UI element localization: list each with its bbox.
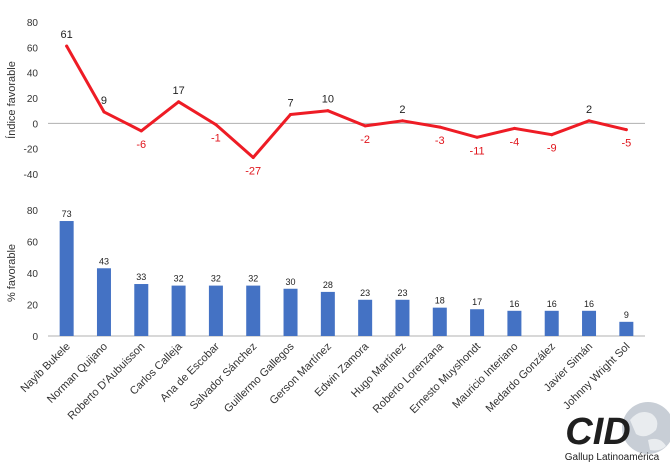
bar [470,309,485,336]
x-tick-label: Salvador Sánchez [188,341,260,413]
bar-data-label: 43 [99,256,109,266]
bar-data-label: 32 [174,274,184,284]
series-line [65,44,628,159]
y-tick-label: 40 [27,69,39,80]
x-tick-label: Medardo González [484,341,558,415]
y-tick-label: 60 [27,43,39,54]
y-tick-label: 20 [27,94,39,105]
line-point [139,129,143,133]
line-point [587,119,591,123]
bar [134,284,149,336]
bar [544,310,559,336]
line-point [550,133,554,137]
line-data-label: -5 [621,138,631,150]
bar [582,310,597,336]
bar-data-label: 32 [248,274,258,284]
line-point [363,124,367,128]
line-data-label: -11 [470,145,485,157]
cid-gallup-logo: CID Gallup Latinoamérica [565,402,670,463]
y-axis-label-index: Índice favorable [5,61,18,139]
bar-data-label: 9 [624,310,629,320]
bar-data-label: 16 [547,299,557,309]
line-data-label: 2 [586,104,592,116]
y-tick-label: 80 [27,18,39,29]
y-tick-label: 0 [32,119,38,130]
bar [507,310,522,336]
line-point [214,123,218,127]
line-point [251,156,255,160]
line-data-label: 17 [172,85,184,97]
line-point [475,135,479,139]
bar-data-label: 30 [286,277,296,287]
logo-title: CID [565,411,630,453]
line-point [624,128,628,132]
x-tick-label: Guillermo Gallegos [222,340,297,415]
y-tick-label: 40 [27,269,39,280]
line-data-label: -3 [435,135,445,147]
line-data-label: -2 [360,134,370,146]
line-data-label: -9 [547,143,557,155]
line-data-label: 10 [322,94,334,106]
bar-data-label: 16 [584,299,594,309]
bar-data-label: 23 [397,288,407,298]
favorability-index-line-chart: Índice favorable -40 -20 0 20 40 60 80 61 9 -6 17 -… [5,18,645,181]
y-axis-label-percent: % favorable [6,244,18,302]
line-point [102,110,106,114]
bar-data-label: 33 [136,272,146,282]
bar-data-label: 23 [360,288,370,298]
x-tick-label: Johnny Wright Sol [561,341,632,412]
bar-data-label: 28 [323,280,333,290]
line-point [512,126,516,130]
logo-subtitle: Gallup Latinoamérica [565,452,660,463]
bar [59,221,74,336]
bar-data-label: 16 [509,299,519,309]
bar [432,307,447,336]
line-data-label: -6 [136,139,146,151]
line-point [65,44,69,48]
line-data-label: -1 [211,133,221,145]
bar-data-label: 17 [472,297,482,307]
line-data-label: -4 [510,136,520,148]
bar [320,291,335,336]
y-tick-label: -40 [24,170,39,181]
y-tick-label: 60 [27,238,39,249]
x-tick-label: Ernesto Muyshondt [408,341,484,417]
bar [358,299,373,336]
bar [619,321,634,336]
bar [395,299,410,336]
y-tick-label: 0 [32,332,38,343]
line-point [400,119,404,123]
bar-data-label: 73 [62,209,72,219]
favorable-percent-bar-chart: % favorable 0 20 40 60 80 73 43 33 32 32 32 30 28 23 2… [6,206,645,422]
x-tick-label: Mauricio Interiano [450,341,520,411]
y-tick-label: 20 [27,301,39,312]
line-point [326,109,330,113]
x-tick-label: Roberto Lorenzana [371,340,447,416]
line-point [438,125,442,129]
bar [246,285,261,336]
line-data-label: -27 [245,166,261,178]
line-data-label: 7 [287,97,293,109]
bar [208,285,223,336]
line-point [177,100,181,104]
line-data-label: 9 [101,95,107,107]
y-tick-label: -20 [24,145,39,156]
y-tick-label: 80 [27,206,39,217]
bar [171,285,186,336]
bar [96,268,111,336]
bar-data-label: 18 [435,296,445,306]
line-data-label: 61 [61,29,73,41]
bar [283,288,298,336]
globe-continent-shape-2 [648,438,666,451]
bar-data-label: 32 [211,274,221,284]
line-point [289,112,293,116]
globe-continent-shape [630,412,658,437]
line-data-label: 2 [399,104,405,116]
